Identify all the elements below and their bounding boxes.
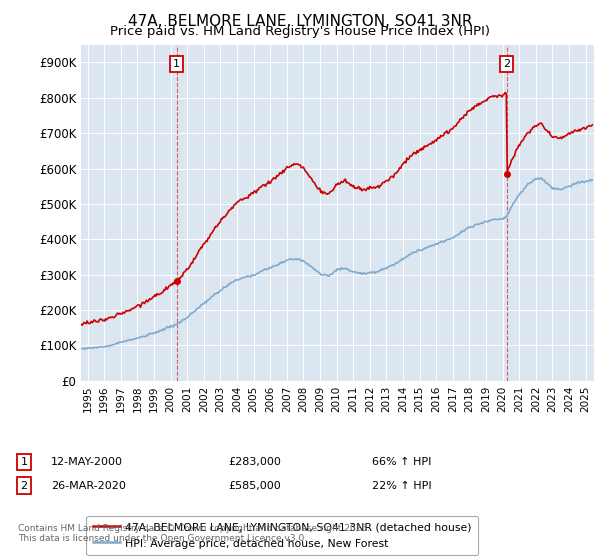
Text: 2: 2 xyxy=(503,59,510,69)
Text: Contains HM Land Registry data © Crown copyright and database right 2025.
This d: Contains HM Land Registry data © Crown c… xyxy=(18,524,370,543)
Text: 22% ↑ HPI: 22% ↑ HPI xyxy=(372,480,431,491)
Text: 1: 1 xyxy=(20,457,28,467)
Text: 2: 2 xyxy=(20,480,28,491)
Text: 26-MAR-2020: 26-MAR-2020 xyxy=(51,480,126,491)
Text: Price paid vs. HM Land Registry's House Price Index (HPI): Price paid vs. HM Land Registry's House … xyxy=(110,25,490,38)
Text: 12-MAY-2000: 12-MAY-2000 xyxy=(51,457,123,467)
Text: £283,000: £283,000 xyxy=(228,457,281,467)
Legend: 47A, BELMORE LANE, LYMINGTON, SO41 3NR (detached house), HPI: Average price, det: 47A, BELMORE LANE, LYMINGTON, SO41 3NR (… xyxy=(86,516,478,555)
Text: 66% ↑ HPI: 66% ↑ HPI xyxy=(372,457,431,467)
Text: £585,000: £585,000 xyxy=(228,480,281,491)
Text: 1: 1 xyxy=(173,59,180,69)
Text: 47A, BELMORE LANE, LYMINGTON, SO41 3NR: 47A, BELMORE LANE, LYMINGTON, SO41 3NR xyxy=(128,14,472,29)
